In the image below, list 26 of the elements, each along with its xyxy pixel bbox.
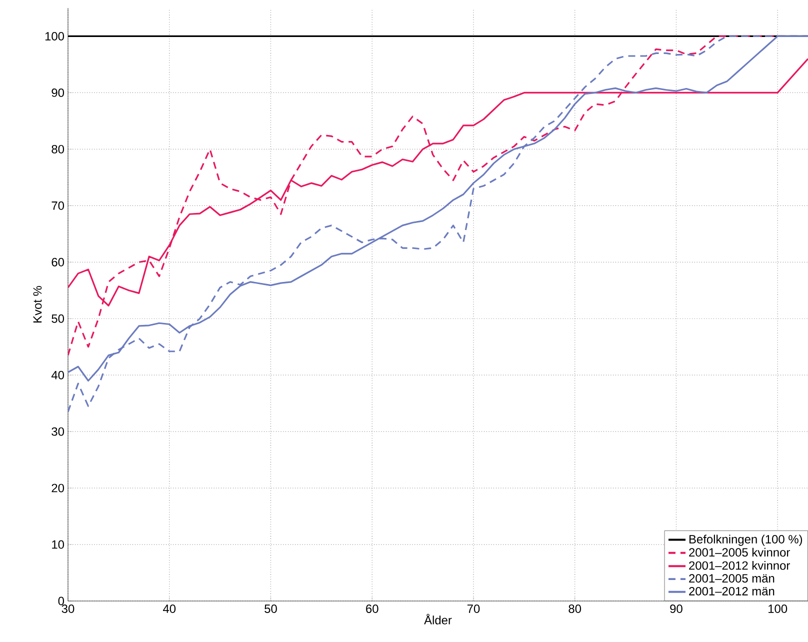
y-tick-label: 0 xyxy=(58,596,64,606)
x-tick-label: 100 xyxy=(768,604,788,613)
x-tick-label: 70 xyxy=(467,604,480,613)
y-tick-label: 80 xyxy=(52,144,64,154)
y-tick-label: 90 xyxy=(52,88,64,97)
legend-label: 2001–2005 män xyxy=(689,574,774,583)
legend-label: Befolkningen (100 %) xyxy=(689,534,802,546)
x-tick-label: 60 xyxy=(366,604,378,613)
y-tick-label: 30 xyxy=(52,427,64,436)
x-axis-title: Ålder xyxy=(424,614,452,624)
x-tick-label: 30 xyxy=(62,604,74,613)
legend-label: 2001–2012 män xyxy=(689,586,774,596)
y-tick-label: 60 xyxy=(52,258,64,266)
x-tick-label: 90 xyxy=(670,604,682,613)
y-tick-label: 40 xyxy=(51,370,64,380)
x-tick-label: 80 xyxy=(568,604,582,613)
y-tick-label: 70 xyxy=(52,201,64,210)
y-tick-label: 100 xyxy=(45,32,64,40)
legend-label: 2001–2012 kvinnor xyxy=(689,561,790,570)
y-tick-label: 10 xyxy=(52,540,64,549)
x-tick-label: 40 xyxy=(163,604,176,613)
y-tick-label: 20 xyxy=(52,484,64,492)
x-tick-label: 50 xyxy=(264,604,277,613)
y-axis-title: Kvot % xyxy=(33,286,42,322)
legend-label: 2001–2005 kvinnor xyxy=(689,548,790,557)
y-tick-label: 50 xyxy=(52,314,64,323)
